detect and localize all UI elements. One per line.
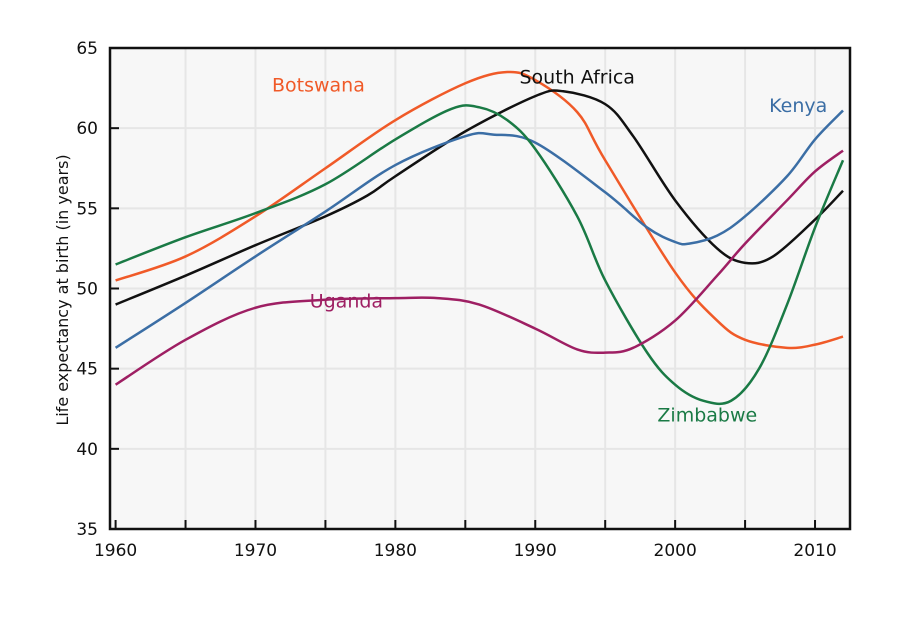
- label-zimbabwe: Zimbabwe: [657, 405, 757, 427]
- y-axis-label: Life expectancy at birth (in years): [53, 154, 72, 425]
- y-tick-label: 65: [76, 39, 98, 59]
- x-tick-label: 1960: [94, 541, 137, 561]
- line-zimbabwe: [115, 104, 845, 406]
- x-tick-label: 1980: [374, 541, 417, 561]
- y-tick-label: 35: [76, 520, 98, 540]
- series-lines: [114, 70, 845, 406]
- y-tick-label: 45: [76, 360, 98, 380]
- x-tick-label: 1970: [234, 541, 277, 561]
- y-tick-label: 50: [76, 280, 98, 300]
- label-kenya: Kenya: [769, 95, 827, 117]
- line-uganda: [114, 149, 844, 386]
- series-labels: Botswana South Africa Kenya Zimbabwe Uganda: [272, 66, 827, 426]
- grid: [110, 48, 850, 529]
- x-tick-label: 2010: [793, 541, 836, 561]
- line-south-africa: [115, 89, 844, 306]
- label-uganda: Uganda: [310, 291, 383, 313]
- ticks: 1960 1970 1980 1990 2000 2010 35 40 45 50 55 60 65: [76, 39, 836, 561]
- y-tick-label: 60: [76, 119, 98, 139]
- x-tick-label: 1990: [514, 541, 557, 561]
- label-botswana: Botswana: [272, 74, 365, 96]
- x-tick-label: 2000: [654, 541, 697, 561]
- y-tick-label: 40: [76, 440, 98, 460]
- line-kenya: [114, 109, 844, 349]
- y-tick-label: 55: [76, 199, 98, 219]
- label-south-africa: South Africa: [519, 66, 634, 88]
